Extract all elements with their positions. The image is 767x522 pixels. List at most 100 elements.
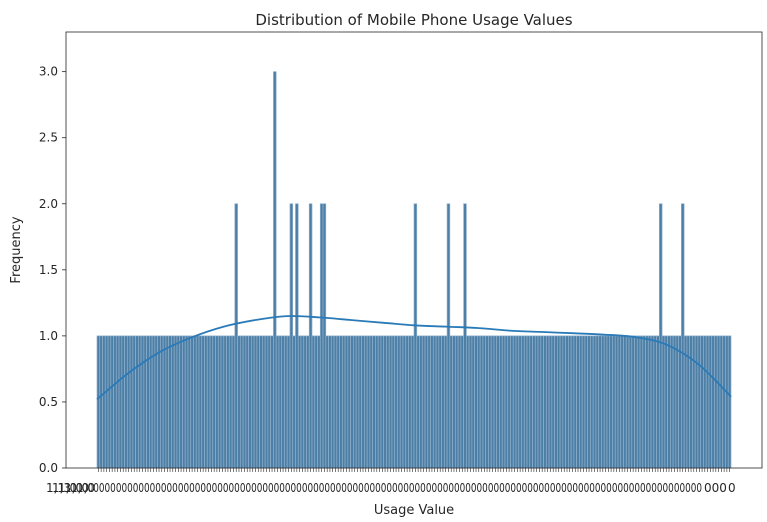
histogram-bar [647, 335, 652, 469]
histogram-bar [286, 335, 291, 469]
histogram-bar [474, 335, 478, 469]
histogram-bar [708, 335, 713, 469]
histogram-bar [700, 335, 704, 469]
histogram-bar [388, 335, 393, 469]
histogram-bar [118, 335, 123, 469]
histogram-bar [435, 335, 440, 469]
histogram-bar [281, 335, 285, 469]
histogram-bar [551, 335, 555, 469]
histogram-bar [179, 335, 183, 469]
histogram-bar [556, 335, 561, 469]
histogram-bar [168, 335, 172, 469]
histogram-bar [534, 335, 539, 469]
histogram-bar [184, 335, 189, 469]
x-tick-label: 1,0 [58, 481, 77, 495]
y-tick-label: 2.5 [39, 131, 58, 145]
histogram-bar [190, 335, 194, 469]
histogram-bar [570, 335, 575, 469]
histogram-bar [358, 335, 362, 469]
histogram-bar [223, 335, 227, 469]
histogram-bar [603, 335, 608, 469]
histogram-bar [468, 335, 473, 469]
histogram-bar [579, 335, 583, 469]
histogram-bar [99, 335, 103, 469]
histogram-bar [325, 335, 329, 469]
histogram-bar [386, 335, 390, 469]
histogram-bar [479, 335, 484, 469]
histogram-bar [490, 335, 495, 469]
histogram-bar [303, 335, 307, 469]
histogram-bar [300, 335, 305, 469]
histogram-bar [253, 335, 258, 469]
histogram-bar [336, 335, 340, 469]
histogram-bar [399, 335, 404, 469]
histogram-bar [592, 335, 597, 469]
histogram-bar [198, 335, 203, 469]
histogram-bar [165, 335, 170, 469]
y-tick-label: 3.0 [39, 65, 58, 79]
histogram-bar [614, 335, 619, 469]
histogram-bar [725, 335, 729, 469]
histogram-bar [689, 335, 693, 469]
histogram-bar [515, 335, 520, 469]
x-tick-label: 0 [728, 481, 736, 495]
histogram-bar [369, 335, 374, 469]
histogram-bar [612, 335, 616, 469]
histogram-bar [157, 335, 161, 469]
histogram-bar [182, 335, 186, 469]
histogram-bar [149, 335, 153, 469]
histogram-bar [124, 335, 128, 469]
histogram-bar [347, 335, 351, 469]
histogram-bar [601, 335, 605, 469]
histogram-bar [364, 335, 368, 469]
histogram-bar [452, 335, 456, 469]
histogram-bar [424, 335, 429, 469]
histogram-bar [308, 203, 313, 469]
histogram-bar [132, 335, 136, 469]
histogram-bar [471, 335, 476, 469]
histogram-bar [228, 335, 233, 469]
histogram-bar [135, 335, 139, 469]
histogram-bar [493, 335, 498, 469]
histogram-bar [209, 335, 214, 469]
histogram-bar [595, 335, 600, 469]
histogram-bar [598, 335, 602, 469]
histogram-bar [636, 335, 641, 469]
histogram-bar [193, 335, 197, 469]
histogram-bar [529, 335, 533, 469]
histogram-bar [421, 335, 426, 469]
plot-frame [65, 31, 763, 469]
histogram-bar [220, 335, 225, 469]
histogram-bar [248, 335, 252, 469]
histogram-bar [485, 335, 489, 469]
histogram-bar [617, 335, 622, 469]
histogram-bar [466, 335, 470, 469]
histogram-bar [446, 203, 451, 469]
histogram-bar [496, 335, 500, 469]
histogram-bar [278, 335, 283, 469]
y-tick-label: 1.0 [39, 329, 58, 343]
histogram-bar [455, 335, 459, 469]
histogram-bar [703, 335, 707, 469]
histogram-bar [581, 335, 586, 469]
histogram-bar [653, 335, 657, 469]
histogram-bar [405, 335, 409, 469]
histogram-bar [645, 335, 649, 469]
histogram-bar [482, 335, 487, 469]
histogram-bar [328, 335, 332, 469]
histogram-bar [443, 335, 448, 469]
histogram-bar [353, 335, 357, 469]
histogram-bar [391, 335, 396, 469]
histogram-bar [670, 335, 674, 469]
x-tick-label: 1,0 [76, 481, 95, 495]
histogram-bar [628, 335, 633, 469]
histogram-bar [675, 335, 679, 469]
histogram-bar [204, 335, 208, 469]
histogram-bar [195, 335, 200, 469]
histogram-bar [251, 335, 255, 469]
x-axis-ticks: 1,11,31,01,01,01,00000000000000000000000… [46, 468, 736, 495]
histogram-bar [394, 335, 398, 469]
y-tick-label: 2.0 [39, 197, 58, 211]
histogram-bar [488, 335, 492, 469]
histogram-bar [722, 335, 726, 469]
